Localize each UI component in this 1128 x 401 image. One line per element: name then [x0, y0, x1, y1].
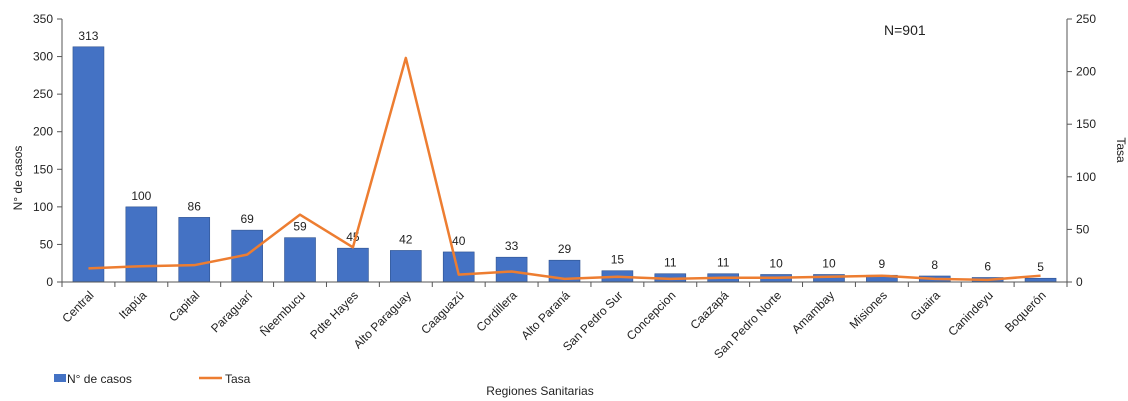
x-tick-label: Central [59, 288, 96, 325]
bar [125, 206, 158, 283]
x-tick-labels: Central Itapúa Capital Paraguarí Ñeembucu Pdt… [59, 288, 1048, 362]
bar-data-label: 5 [1037, 260, 1044, 274]
x-tick-label: Misiones [847, 288, 890, 331]
y2-tick-label: 200 [1076, 65, 1096, 79]
y2-axis-title: Tasa [1114, 137, 1128, 163]
x-tick-label: Canindeyu [945, 288, 995, 338]
y-tick-label: 200 [33, 125, 53, 139]
y2-tick-label: 50 [1076, 222, 1090, 236]
x-tick-label: Guaira [908, 288, 944, 324]
y-axis-title: N° de casos [11, 146, 25, 211]
y-tick-label: 250 [33, 87, 53, 101]
bar-data-label: 42 [399, 232, 413, 246]
bar-data-label: 40 [452, 234, 466, 248]
y-tick-label: 350 [33, 12, 53, 26]
bar-data-label: 69 [240, 212, 254, 226]
x-tick-label: Alto Paraná [518, 288, 572, 342]
bar-data-label: 10 [822, 256, 836, 270]
bar-data-label: 313 [78, 29, 98, 43]
y-tick-label: 100 [33, 200, 53, 214]
bar-data-label: 29 [558, 242, 572, 256]
x-tick-label: Cordillera [474, 288, 520, 334]
y-tick-label: 0 [46, 275, 53, 289]
bar-data-label: 10 [769, 256, 783, 270]
y2-tick-label: 100 [1076, 170, 1096, 184]
y-tick-label: 300 [33, 50, 53, 64]
bar [390, 250, 422, 283]
y2-tick-label: 150 [1076, 117, 1096, 131]
bar-data-label: 8 [931, 258, 938, 272]
bar-data-label: 11 [717, 256, 730, 270]
y2-tick-label: 250 [1076, 12, 1096, 26]
tasa-line [88, 56, 1041, 282]
x-tick-label: Capital [166, 288, 202, 324]
x-tick-label: Concepcion [624, 288, 679, 343]
legend-bar-swatch [54, 374, 66, 382]
bar-data-label: 59 [293, 220, 307, 234]
bar-data-label: 15 [611, 253, 625, 267]
x-tick-label: Ñeembucu [257, 288, 308, 339]
bar-data-label: 100 [131, 189, 151, 203]
y-tick-label: 50 [40, 237, 54, 251]
bar-data-label: 9 [879, 257, 886, 271]
bar-data-label: 86 [188, 199, 202, 213]
bar [284, 237, 316, 283]
x-tick-label: Paraguarí [208, 288, 256, 336]
x-tick-label: Itapúa [116, 288, 150, 322]
x-axis-title: Regiones Sanitarias [486, 384, 593, 398]
axes: 0 50 100 150 200 250 300 350 0 50 100 150 200 250 [33, 12, 1096, 289]
x-tick-label: Pdte Hayes [307, 288, 361, 342]
y2-tick-label: 0 [1076, 275, 1083, 289]
legend-line-label: Tasa [225, 372, 251, 386]
bar [72, 46, 105, 283]
legend-bar-label: N° de casos [67, 372, 132, 386]
bar [1024, 277, 1057, 283]
bar-data-label: 6 [984, 259, 991, 273]
x-tick-label: Caazapá [687, 288, 731, 332]
line-series [88, 56, 1041, 282]
bar-data-label: 11 [664, 256, 677, 270]
x-tick-label: Caaguazú [418, 288, 467, 337]
legend: N° de casos Tasa [54, 372, 251, 386]
x-tick-label: Boquerón [1002, 288, 1049, 335]
bar [178, 217, 211, 283]
bar [442, 251, 475, 283]
bar [337, 247, 369, 283]
bar-data-label: 33 [505, 239, 519, 253]
bar [495, 256, 528, 283]
sample-size-annotation: N=901 [884, 22, 926, 38]
y-tick-label: 150 [33, 162, 53, 176]
x-tick-label: Amambay [789, 288, 837, 336]
